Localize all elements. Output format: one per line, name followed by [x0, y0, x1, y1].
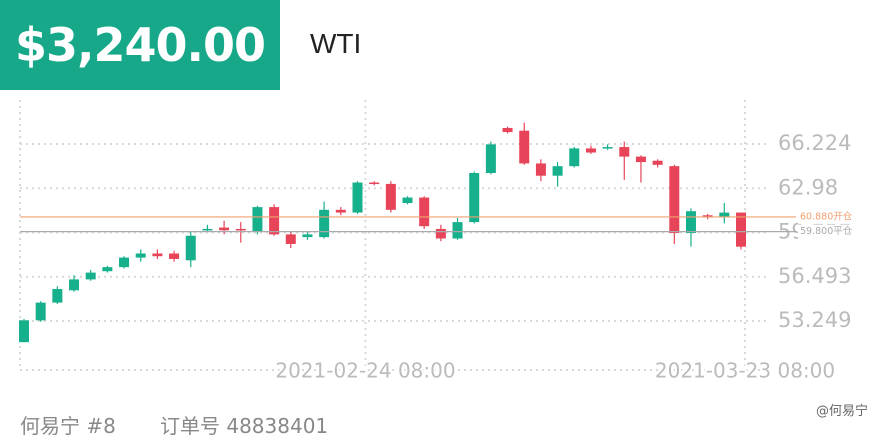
- candle-body: [619, 147, 630, 157]
- candle-body: [552, 166, 563, 176]
- candle-body: [385, 183, 396, 210]
- candle-body: [585, 148, 596, 153]
- candle-body: [119, 257, 130, 268]
- y-tick-label: 53.249: [778, 308, 851, 332]
- y-tick-label: 62.98: [778, 175, 838, 199]
- reference-label: 59.800平仓: [800, 225, 853, 237]
- candle-body: [235, 228, 246, 231]
- candle-body: [435, 228, 446, 239]
- candle-body: [185, 235, 196, 261]
- watermark: @何易宁: [815, 404, 868, 419]
- y-tick-label: 66.224: [778, 131, 851, 155]
- candle-body: [302, 234, 313, 238]
- x-tick-label: 2021-02-24 08:00: [275, 359, 455, 383]
- candle-body: [702, 215, 713, 217]
- candlestick-chart: 53.24956.49359.73762.9866.2242021-02-24 …: [19, 100, 860, 383]
- candle-body: [602, 147, 613, 149]
- candle-body: [736, 212, 746, 247]
- candle-body: [269, 207, 280, 235]
- order-number: 订单号 48838401: [160, 414, 329, 438]
- candle-body: [419, 197, 430, 227]
- candle-body: [219, 227, 230, 231]
- candle-body: [152, 253, 163, 257]
- candle-body: [69, 279, 80, 291]
- reference-label-bg: [798, 224, 860, 239]
- y-tick-label: 56.493: [778, 264, 851, 288]
- candle-body: [169, 253, 180, 259]
- candle-body: [485, 144, 496, 173]
- candle-body: [469, 172, 480, 223]
- candle-body: [19, 320, 29, 343]
- candle-body: [402, 197, 413, 204]
- reference-label: 60.880开仓: [800, 210, 853, 222]
- candle-body: [319, 209, 330, 238]
- symbol: WTI: [310, 28, 362, 59]
- price: $3,240.00: [0, 0, 280, 90]
- candle-body: [685, 211, 696, 234]
- candle-body: [335, 209, 346, 213]
- candle-body: [369, 182, 380, 185]
- candle-body: [135, 253, 146, 258]
- user: 何易宁 #8: [20, 414, 116, 438]
- x-tick-label: 2021-03-23 08:00: [655, 359, 835, 383]
- candle-body: [102, 267, 113, 272]
- candle-body: [669, 166, 680, 234]
- candle-body: [252, 207, 263, 232]
- candle-body: [635, 156, 646, 163]
- candle-body: [52, 288, 63, 303]
- candle-body: [352, 182, 363, 213]
- candle-body: [719, 212, 730, 217]
- candle-body: [569, 148, 580, 167]
- candle-body: [652, 160, 663, 165]
- candle-body: [535, 163, 546, 176]
- candle-body: [85, 272, 96, 280]
- candle-body: [452, 222, 463, 239]
- candle-body: [502, 127, 513, 133]
- candle-body: [35, 302, 46, 321]
- reference-label-bg: [798, 209, 860, 224]
- candle-body: [202, 228, 213, 231]
- candle-body: [519, 130, 530, 164]
- candle-body: [285, 234, 296, 244]
